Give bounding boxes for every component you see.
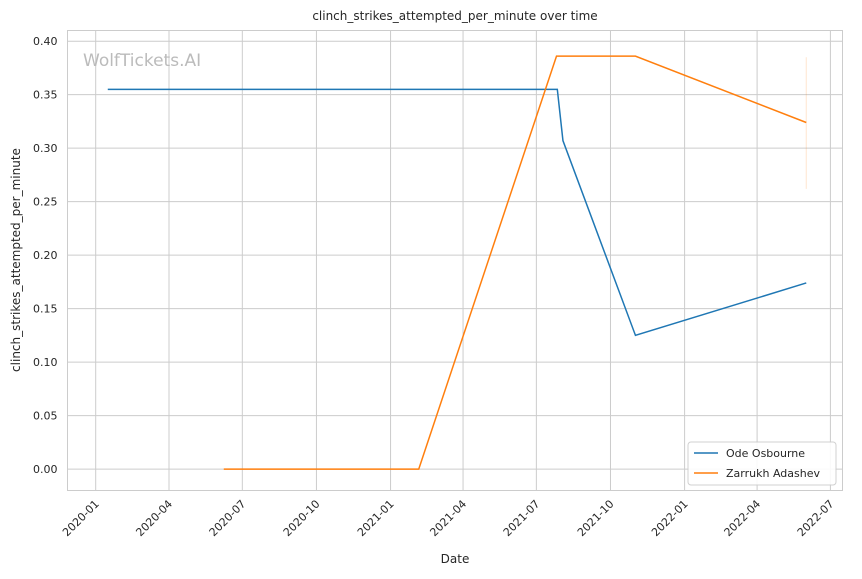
x-tick-label: 2021-10 <box>575 497 617 539</box>
y-tick-label: 0.30 <box>33 142 58 155</box>
x-tick-label: 2022-04 <box>722 497 764 539</box>
x-tick-label: 2022-01 <box>649 497 691 539</box>
x-tick-label: 2020-10 <box>281 497 323 539</box>
x-tick-label: 2021-04 <box>427 497 469 539</box>
series-line-zarrukh-adashev <box>224 56 806 469</box>
y-tick-label: 0.35 <box>33 89 58 102</box>
x-tick-label: 2021-07 <box>501 497 543 539</box>
x-tick-label: 2020-07 <box>207 497 249 539</box>
y-tick-label: 0.40 <box>33 35 58 48</box>
legend-label-zarrukh-adashev: Zarrukh Adashev <box>726 467 820 480</box>
x-tick-label: 2020-04 <box>133 497 175 539</box>
y-tick-label: 0.00 <box>33 463 58 476</box>
y-tick-label: 0.15 <box>33 303 58 316</box>
x-tick-label: 2021-01 <box>355 497 397 539</box>
series-line-ode-osbourne <box>108 89 806 335</box>
legend: Ode Osbourne Zarrukh Adashev <box>688 442 836 485</box>
x-axis-label: Date <box>441 552 470 566</box>
x-tick-label: 2020-01 <box>60 497 102 539</box>
legend-label-ode-osbourne: Ode Osbourne <box>726 447 805 460</box>
chart-title: clinch_strikes_attempted_per_minute over… <box>312 9 597 23</box>
y-axis-label: clinch_strikes_attempted_per_minute <box>9 148 23 372</box>
y-tick-label: 0.20 <box>33 249 58 262</box>
y-tick-label: 0.05 <box>33 410 58 423</box>
x-tick-label: 2022-07 <box>795 497 837 539</box>
watermark: WolfTickets.AI <box>83 51 201 71</box>
y-tick-label: 0.25 <box>33 196 58 209</box>
plot-frame <box>68 31 843 491</box>
y-tick-label: 0.10 <box>33 356 58 369</box>
